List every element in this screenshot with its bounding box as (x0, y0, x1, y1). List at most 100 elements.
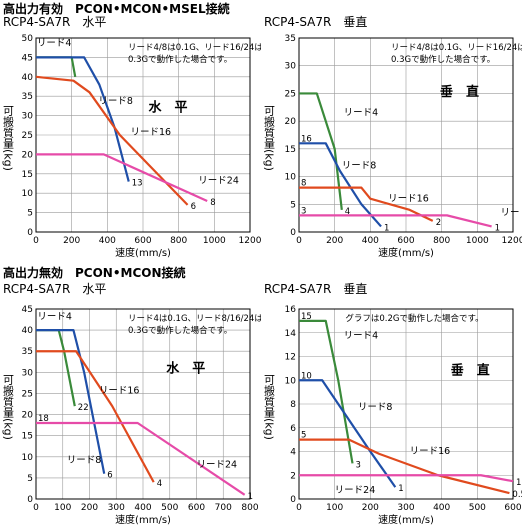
y-tick-label: 15 (22, 432, 33, 442)
plot-frame (35, 37, 251, 233)
plot-frame (298, 37, 514, 233)
series-name-label: リード24 (501, 207, 522, 218)
chart-svg: RCP4-SA7R 水平 0 5 10 15 20 25 30 35 40 45 0 100 200 300… (2, 282, 262, 526)
chart-note: リード4/8は0.1G、リード16/24は (391, 43, 522, 53)
series-line-1 (36, 329, 76, 407)
y-tick-label: 10 (285, 173, 297, 183)
series-name-label: リード4 (37, 312, 72, 323)
chart-title: RCP4-SA7R 水平 (3, 15, 106, 29)
series-line-4 (299, 214, 492, 228)
series-line-3 (36, 350, 155, 483)
mode-label: 水 平 (148, 100, 187, 116)
y-tick-label: 0 (27, 495, 33, 505)
series-line-4 (36, 153, 208, 202)
x-tick-label: 0 (33, 503, 39, 513)
chart-horizontal-disabled: RCP4-SA7R 水平 0 5 10 15 20 25 30 35 40 45 0 100 200 300… (0, 267, 262, 531)
x-tick-label: 300 (397, 503, 414, 513)
series-start-label: 5 (301, 431, 306, 441)
series-name-label: リード8 (358, 402, 393, 413)
series-end-label: 6 (191, 202, 196, 212)
series-name-label: リード4 (37, 38, 72, 49)
y-tick-label: 30 (285, 62, 297, 72)
y-tick-label: 40 (22, 73, 34, 83)
series-start-label: 10 (301, 371, 312, 381)
series-line-1 (299, 319, 354, 464)
series-name-label: リード16 (388, 194, 429, 205)
series-name-label: リード8 (98, 96, 133, 107)
y-tick-label: 35 (22, 347, 33, 357)
series-name-label: リード24 (198, 176, 239, 187)
series-end-label: 1 (384, 223, 389, 233)
y-tick-label: 45 (22, 305, 33, 315)
x-tick-label: 500 (469, 503, 486, 513)
series-end-label: 2 (436, 218, 441, 228)
mode-label: 水 平 (166, 360, 205, 376)
series-line-3 (35, 75, 189, 206)
series-end-label: 1 (248, 492, 253, 502)
y-tick-label: 35 (285, 34, 296, 44)
series-end-label: 1 (398, 484, 403, 494)
series-line-3 (299, 186, 434, 222)
x-tick-label: 200 (81, 503, 98, 513)
y-tick-label: 25 (22, 131, 33, 141)
y-axis-label: 可搬質量(kg) (2, 105, 15, 171)
series-name-label: リード24 (335, 485, 376, 496)
y-tick-label: 5 (27, 474, 33, 484)
y-tick-label: 45 (22, 53, 33, 63)
x-tick-label: 1000 (203, 236, 226, 246)
y-tick-label: 20 (22, 411, 34, 421)
y-tick-label: 0 (290, 495, 296, 505)
x-tick-label: 0 (33, 236, 39, 246)
series-line-3 (299, 438, 510, 495)
x-tick-label: 800 (433, 236, 450, 246)
y-tick-label: 12 (285, 353, 296, 363)
y-tick-label: 16 (285, 305, 297, 315)
section-title-high-output-disabled: 高出力無効 PCON•MCON接続 (3, 266, 186, 280)
y-tick-label: 25 (22, 389, 33, 399)
series-line-1 (299, 92, 343, 210)
y-tick-label: 10 (22, 189, 34, 199)
x-tick-label: 600 (504, 503, 521, 513)
x-tick-label: 1000 (466, 236, 489, 246)
chart-horizontal-enabled: RCP4-SA7R 水平 0 5 10 15 20 25 30 35 40 45 50 0 200 400 6… (0, 0, 262, 264)
series-name-label: リード8 (342, 160, 377, 171)
series-name-label: リード24 (197, 459, 238, 470)
y-tick-label: 10 (22, 453, 34, 463)
x-tick-label: 100 (54, 503, 71, 513)
x-tick-label: 1200 (502, 236, 522, 246)
chart-note: グラフは0.2Gで動作した場合です。 (345, 313, 483, 324)
y-tick-label: 5 (27, 209, 33, 219)
chart-note: 0.3Gで動作した場合です。 (128, 325, 232, 336)
chart-title: RCP4-SA7R 水平 (3, 282, 106, 296)
plot-frame (298, 308, 514, 500)
y-tick-label: 4 (290, 448, 296, 458)
series-end-label: 1.5 (516, 478, 522, 488)
series-name-label: リード16 (410, 446, 451, 457)
x-axis-label: 速度(mm/s) (378, 513, 434, 526)
x-tick-label: 0 (296, 503, 302, 513)
series-line-2 (36, 56, 130, 182)
series-line-1 (36, 56, 77, 77)
y-tick-label: 14 (285, 329, 297, 339)
x-tick-label: 600 (397, 236, 414, 246)
series-name-label: リード4 (344, 331, 379, 342)
x-tick-label: 100 (326, 503, 343, 513)
series-end-label: 8 (210, 198, 215, 208)
chart-note: リード4は0.1G、リード8/16/24は (128, 314, 261, 324)
y-tick-label: 15 (22, 170, 33, 180)
x-axis-label: 速度(mm/s) (378, 246, 434, 259)
series-end-label: 1 (495, 223, 500, 233)
series-start-label: 3 (301, 206, 306, 216)
x-tick-label: 200 (63, 236, 80, 246)
x-tick-label: 200 (362, 503, 379, 513)
y-tick-label: 2 (290, 471, 296, 481)
x-tick-label: 400 (362, 236, 379, 246)
y-tick-label: 25 (285, 89, 296, 99)
plot-frame (35, 308, 251, 500)
x-tick-label: 500 (161, 503, 178, 513)
series-line-2 (299, 379, 397, 488)
x-tick-label: 600 (188, 503, 205, 513)
y-tick-label: 0 (290, 228, 296, 238)
series-line-4 (299, 474, 514, 483)
